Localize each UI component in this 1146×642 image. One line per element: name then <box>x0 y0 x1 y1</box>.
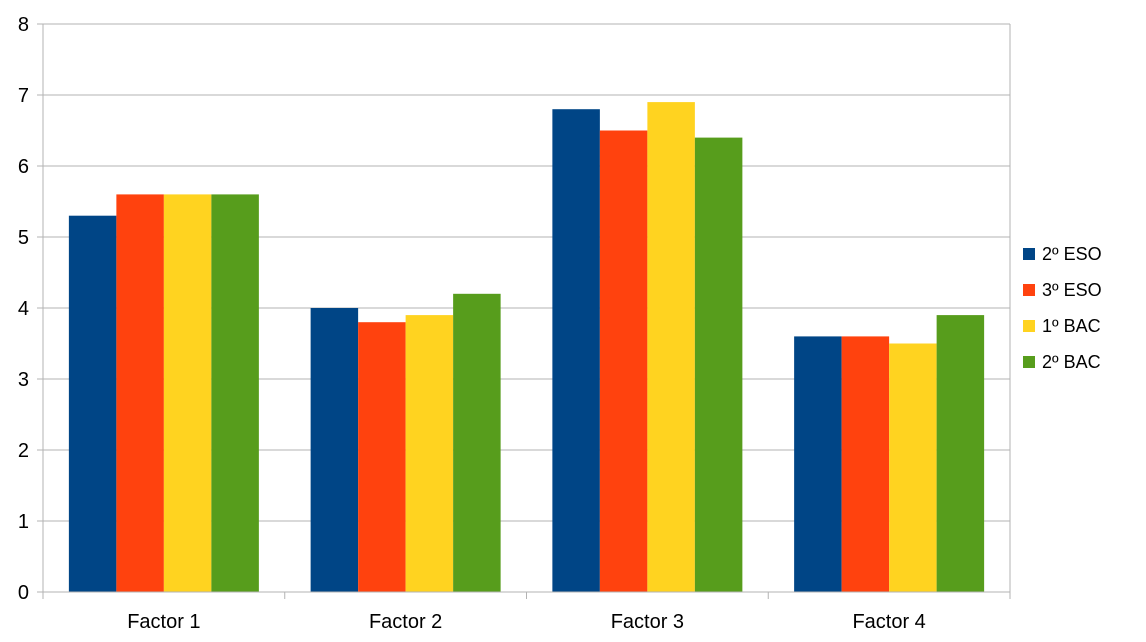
y-tick-label: 7 <box>18 85 29 107</box>
legend-swatch <box>1023 356 1035 368</box>
y-tick-label: 3 <box>18 369 29 391</box>
x-tick-label: Factor 1 <box>127 611 200 633</box>
bar-1-series-2 <box>116 194 164 592</box>
legend-swatch <box>1023 284 1035 296</box>
bar-3-series-4 <box>694 137 743 592</box>
y-tick-labels: 0 1 2 3 4 5 6 7 8 <box>18 14 29 604</box>
y-tick-label: 4 <box>18 298 29 320</box>
bar-4-series-4 <box>936 315 985 592</box>
legend-label: 2º ESO <box>1042 244 1102 264</box>
bar-1-series-4 <box>211 194 259 592</box>
legend-label: 2º BAC <box>1042 352 1101 372</box>
bars <box>68 102 985 592</box>
x-tick-label: Factor 3 <box>611 611 684 633</box>
legend-label: 3º ESO <box>1042 280 1102 300</box>
bar-2-series-2 <box>358 322 406 592</box>
y-tick-label: 1 <box>18 511 29 533</box>
bar-4-series-1 <box>794 336 842 592</box>
y-tick-label: 0 <box>18 582 29 604</box>
bar-4-series-3 <box>889 343 937 592</box>
bar-1-series-3 <box>163 194 212 592</box>
y-tick-label: 5 <box>18 227 29 249</box>
x-tick-label: Factor 4 <box>852 611 925 633</box>
bar-3-series-2 <box>599 130 648 592</box>
legend-label: 1º BAC <box>1042 316 1101 336</box>
bar-2-series-3 <box>405 315 454 592</box>
bar-4-series-2 <box>841 336 890 592</box>
bar-1-series-1 <box>68 215 117 592</box>
legend: 2º ESO 3º ESO 1º BAC 2º BAC <box>1023 244 1102 372</box>
bar-3-series-1 <box>552 109 600 592</box>
y-tick-label: 6 <box>18 156 29 178</box>
axes <box>37 23 1011 599</box>
y-tick-label: 2 <box>18 440 29 462</box>
legend-swatch <box>1023 320 1035 332</box>
bar-3-series-3 <box>647 102 695 592</box>
bar-2-series-1 <box>310 308 359 592</box>
x-tick-label: Factor 2 <box>369 611 442 633</box>
bar-2-series-4 <box>453 293 501 592</box>
y-tick-label: 8 <box>18 14 29 36</box>
legend-swatch <box>1023 248 1035 260</box>
x-tick-labels: Factor 1 Factor 2 Factor 3 Factor 4 <box>127 611 926 633</box>
